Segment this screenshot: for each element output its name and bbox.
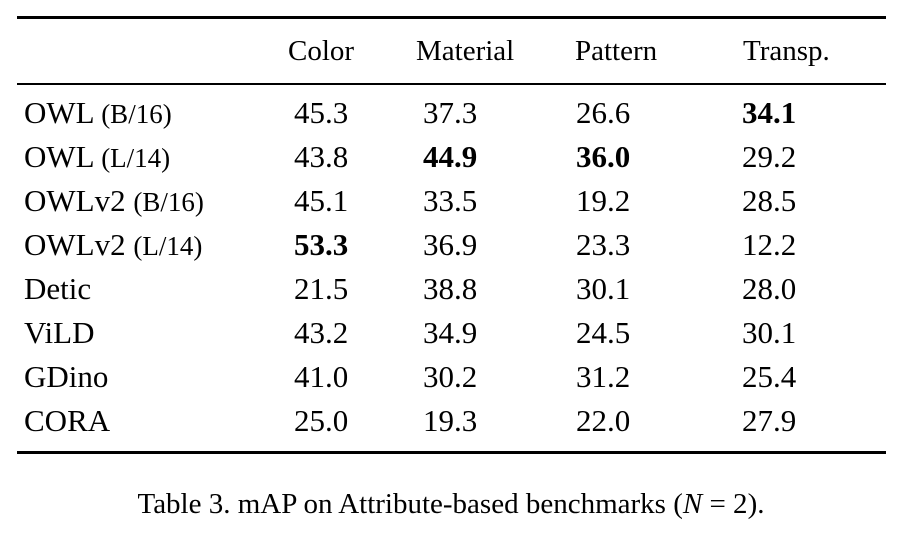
pattern-value: 19.2 [576, 183, 631, 218]
material-value: 34.9 [423, 315, 478, 350]
model-variant: (B/16) [101, 99, 172, 129]
table-row: GDino 41.0 30.2 31.2 25.4 [17, 355, 886, 399]
model-name-cell: OWLv2 (B/16) [17, 179, 257, 223]
color-value: 21.5 [294, 271, 349, 306]
transp-value: 25.4 [742, 359, 797, 394]
model-name-cell: CORA [17, 399, 257, 451]
pattern-value: 31.2 [576, 359, 631, 394]
material-value: 19.3 [423, 403, 478, 438]
transp-value: 29.2 [742, 139, 797, 174]
caption-math-variable: N [682, 488, 703, 520]
material-value: 37.3 [423, 95, 478, 130]
header-color: Color [288, 34, 355, 67]
header-pattern: Pattern [575, 34, 658, 67]
model-variant: (B/16) [133, 187, 204, 217]
table-caption: Table 3. mAP on Attribute-based benchmar… [0, 488, 902, 521]
results-table: Color Material Pattern Transp. OWL (B/16… [17, 16, 886, 454]
material-value: 36.9 [423, 227, 478, 262]
material-value: 38.8 [423, 271, 478, 306]
color-value: 53.3 [294, 227, 349, 262]
color-value: 41.0 [294, 359, 349, 394]
header-row: Color Material Pattern Transp. [17, 19, 886, 83]
table-row: OWL (L/14) 43.8 44.9 36.0 29.2 [17, 135, 886, 179]
table-row: CORA 25.0 19.3 22.0 27.9 [17, 399, 886, 451]
model-name: GDino [24, 359, 109, 394]
color-value: 45.1 [294, 183, 349, 218]
header-model [17, 19, 257, 83]
transp-value: 30.1 [742, 315, 797, 350]
table-row: OWLv2 (B/16) 45.1 33.5 19.2 28.5 [17, 179, 886, 223]
transp-value: 34.1 [742, 95, 797, 130]
transp-value: 27.9 [742, 403, 797, 438]
transp-value: 28.0 [742, 271, 797, 306]
pattern-value: 36.0 [576, 139, 631, 174]
model-name: OWLv2 [24, 183, 126, 218]
material-value: 30.2 [423, 359, 478, 394]
pattern-value: 24.5 [576, 315, 631, 350]
transp-value: 28.5 [742, 183, 797, 218]
model-variant: (L/14) [101, 143, 171, 173]
caption-math-rest: = 2 [702, 488, 748, 520]
table-row: OWLv2 (L/14) 53.3 36.9 23.3 12.2 [17, 223, 886, 267]
table-row: Detic 21.5 38.8 30.1 28.0 [17, 267, 886, 311]
pattern-value: 23.3 [576, 227, 631, 262]
model-name-cell: Detic [17, 267, 257, 311]
attribute-benchmark-table: Color Material Pattern Transp. [17, 19, 886, 83]
model-name: OWLv2 [24, 227, 126, 262]
material-value: 33.5 [423, 183, 478, 218]
header-rule [17, 83, 886, 85]
attribute-benchmark-body: OWL (B/16) 45.3 37.3 26.6 34.1 OWL (L/14) 43.8… [17, 85, 886, 451]
color-value: 43.2 [294, 315, 349, 350]
table-row: ViLD 43.2 34.9 24.5 30.1 [17, 311, 886, 355]
model-name-cell: OWL (B/16) [17, 85, 257, 135]
model-name-cell: ViLD [17, 311, 257, 355]
color-value: 45.3 [294, 95, 349, 130]
pattern-value: 22.0 [576, 403, 631, 438]
table-row: OWL (B/16) 45.3 37.3 26.6 34.1 [17, 85, 886, 135]
transp-value: 12.2 [742, 227, 797, 262]
top-rule [17, 16, 886, 19]
pattern-value: 26.6 [576, 95, 631, 130]
color-value: 43.8 [294, 139, 349, 174]
model-name: Detic [24, 271, 92, 306]
model-name: CORA [24, 403, 111, 438]
caption-prefix: Table 3. mAP on Attribute-based benchmar… [137, 488, 683, 520]
model-name-cell: OWL (L/14) [17, 135, 257, 179]
model-name: ViLD [24, 315, 95, 350]
model-name: OWL [24, 95, 94, 130]
material-value: 44.9 [423, 139, 478, 174]
model-variant: (L/14) [133, 231, 203, 261]
model-name-cell: GDino [17, 355, 257, 399]
bottom-rule [17, 451, 886, 454]
header-transp: Transp. [743, 34, 830, 67]
header-material: Material [416, 34, 515, 67]
color-value: 25.0 [294, 403, 349, 438]
caption-suffix: ). [747, 488, 765, 520]
pattern-value: 30.1 [576, 271, 631, 306]
model-name-cell: OWLv2 (L/14) [17, 223, 257, 267]
model-name: OWL [24, 139, 94, 174]
